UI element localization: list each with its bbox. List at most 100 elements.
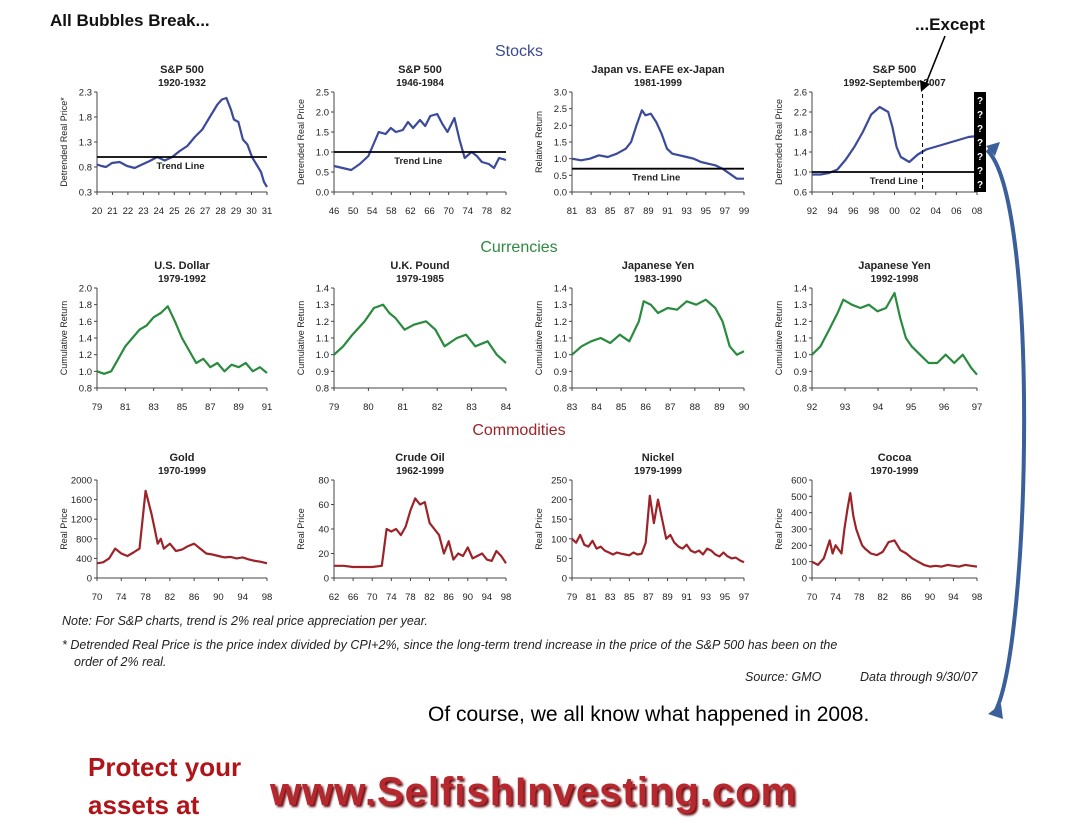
y-axis-label: Cumulative Return: [534, 301, 544, 376]
x-tick-label: 82: [501, 206, 512, 217]
chart-7: Japanese Yen 1983-1990 0.8 0.9 1.0 1.1 1.2 1.3 1…: [534, 260, 749, 413]
curved-arrow-tail: [988, 704, 1003, 719]
chart-2: S&P 500 1946-1984 0.0 0.5 1.0 1.5 2.0 2.5 Detren…: [296, 64, 511, 217]
chart-title: Japanese Yen: [858, 260, 931, 272]
series-line: [96, 96, 268, 188]
chart-subtitle: 1970-1999: [158, 466, 206, 477]
x-tick-label: 85: [616, 402, 627, 413]
chart-8: Japanese Yen 1992-1998 0.8 0.9 1.0 1.1 1.2 1.3 1…: [774, 260, 982, 413]
x-tick-label: 83: [586, 206, 597, 217]
x-tick-label: 84: [501, 402, 512, 413]
x-tick-label: 87: [643, 592, 654, 603]
x-tick-label: 90: [925, 592, 936, 603]
x-tick-label: 66: [424, 206, 435, 217]
x-tick-label: 28: [215, 206, 226, 217]
x-tick-label: 83: [567, 402, 578, 413]
x-tick-label: 85: [624, 592, 635, 603]
y-tick-label: 300: [791, 525, 807, 536]
x-tick-label: 25: [169, 206, 180, 217]
x-tick-label: 96: [939, 402, 950, 413]
x-tick-label: 46: [329, 206, 340, 217]
x-tick-label: 85: [177, 402, 188, 413]
chart-subtitle: 1946-1984: [396, 78, 444, 89]
question-mark: ?: [977, 124, 983, 135]
chart-title: S&P 500: [873, 64, 917, 76]
note-detrended-cont: order of 2% real.: [74, 655, 167, 669]
caption: Of course, we all know what happened in …: [428, 703, 870, 726]
y-tick-label: 2.5: [316, 88, 329, 99]
x-tick-label: 27: [200, 206, 211, 217]
chart-subtitle: 1992-1998: [871, 274, 919, 285]
source-label: Source: GMO: [745, 670, 822, 684]
curved-arrow: [985, 148, 1027, 711]
x-tick-label: 97: [720, 206, 731, 217]
x-tick-label: 31: [262, 206, 273, 217]
x-tick-label: 70: [443, 206, 454, 217]
x-tick-label: 83: [466, 402, 477, 413]
series-line: [96, 489, 268, 565]
y-tick-label: 1.2: [794, 317, 807, 328]
chart-subtitle: 1983-1990: [634, 274, 682, 285]
y-tick-label: 0.8: [554, 384, 567, 395]
y-tick-label: 1.4: [794, 148, 807, 159]
y-tick-label: 250: [551, 476, 567, 487]
x-tick-label: 82: [165, 592, 176, 603]
y-tick-label: 0.8: [316, 384, 329, 395]
x-tick-label: 87: [205, 402, 216, 413]
question-mark: ?: [977, 138, 983, 149]
y-tick-label: 100: [551, 534, 567, 545]
x-tick-label: 88: [690, 402, 701, 413]
y-tick-label: 1.3: [554, 300, 567, 311]
chart-subtitle: 1992-September 2007: [843, 78, 946, 89]
series-line: [571, 494, 745, 564]
y-tick-label: 0.8: [794, 384, 807, 395]
trend-line-label: Trend Line: [157, 161, 205, 172]
y-axis-label: Real Price: [296, 508, 306, 550]
x-tick-label: 93: [681, 206, 692, 217]
y-tick-label: 50: [556, 554, 567, 565]
chart-4: S&P 500 1992-September 2007 0.6 1.0 1.4 1.8 2.…: [774, 64, 986, 217]
y-axis-label: Detrended Real Price: [296, 99, 306, 185]
x-tick-label: 82: [432, 402, 443, 413]
chart-subtitle: 1979-1985: [396, 274, 444, 285]
y-tick-label: 1.1: [794, 334, 807, 345]
chart-11: Nickel 1979-1999 0 50 100 150 200 250 Real Price…: [534, 452, 749, 603]
x-tick-label: 83: [605, 592, 616, 603]
y-tick-label: 1.5: [316, 128, 329, 139]
chart-title: S&P 500: [398, 64, 442, 76]
except-arrow-line: [924, 35, 946, 87]
y-tick-label: 1.4: [554, 284, 567, 295]
x-tick-label: 00: [889, 206, 900, 217]
x-tick-label: 97: [972, 402, 983, 413]
x-tick-label: 74: [830, 592, 841, 603]
series-line: [812, 105, 978, 176]
y-tick-label: 400: [791, 508, 807, 519]
series-line: [96, 305, 268, 375]
x-tick-label: 94: [237, 592, 248, 603]
x-tick-label: 78: [482, 206, 493, 217]
y-tick-label: 1.1: [316, 334, 329, 345]
y-tick-label: 150: [551, 515, 567, 526]
y-axis-label: Cumulative Return: [774, 301, 784, 376]
x-tick-label: 24: [154, 206, 165, 217]
series-line: [571, 109, 744, 180]
x-tick-label: 62: [329, 592, 340, 603]
chart-1: S&P 500 1920-1932 0.3 0.8 1.3 1.8 2.3 Detrended…: [59, 64, 272, 217]
y-tick-label: 1.0: [316, 148, 329, 159]
chart-9: Gold 1970-1999 0 400 800 1200 1600 2000 Real Pri…: [59, 452, 272, 603]
y-tick-label: 2000: [71, 476, 92, 487]
x-tick-label: 81: [586, 592, 597, 603]
x-tick-label: 62: [405, 206, 416, 217]
x-tick-label: 79: [92, 402, 103, 413]
website-link[interactable]: www.SelfishInvesting.com: [270, 770, 798, 814]
y-tick-label: 3.0: [554, 88, 567, 99]
x-tick-label: 89: [233, 402, 244, 413]
x-tick-label: 79: [567, 592, 578, 603]
x-tick-label: 91: [681, 592, 692, 603]
page-title: All Bubbles Break...: [50, 11, 210, 30]
chart-subtitle: 1920-1932: [158, 78, 206, 89]
y-tick-label: 1.2: [79, 350, 92, 361]
y-tick-label: 1600: [71, 495, 92, 506]
x-tick-label: 70: [367, 592, 378, 603]
x-tick-label: 81: [398, 402, 409, 413]
